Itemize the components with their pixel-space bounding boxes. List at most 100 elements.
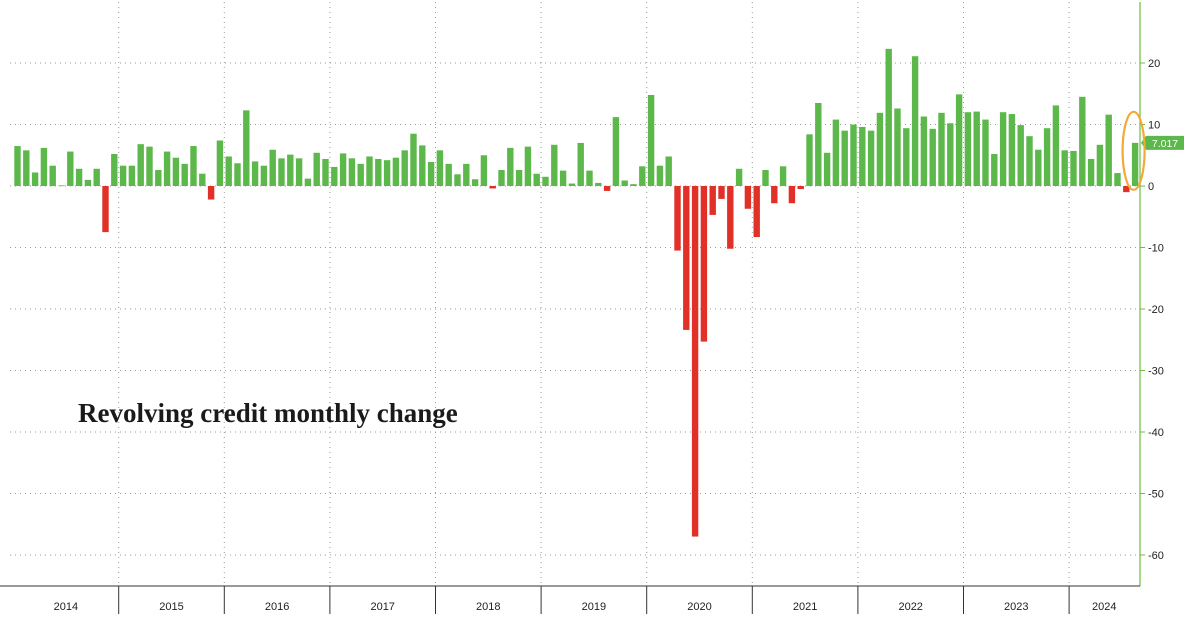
bar: [867, 130, 875, 186]
bar: [903, 128, 910, 186]
bar: [929, 128, 936, 186]
bar: [1026, 136, 1033, 186]
bar: [111, 154, 118, 186]
y-tick-label: -50: [1148, 489, 1164, 501]
bar: [859, 126, 866, 186]
bar: [234, 163, 241, 186]
bar: [260, 165, 268, 186]
bar: [40, 147, 48, 186]
bar: [999, 112, 1007, 186]
bar: [137, 144, 144, 186]
bar: [524, 146, 532, 186]
last-value-marker: 7.017: [1121, 110, 1184, 191]
bar: [850, 124, 857, 186]
bar: [876, 112, 884, 186]
bar: [216, 140, 224, 186]
bar: [93, 168, 100, 186]
bar: [797, 186, 804, 190]
x-year-label: 2018: [476, 601, 500, 613]
bar: [1070, 150, 1077, 186]
bar: [375, 158, 382, 186]
bar: [533, 173, 540, 186]
bar: [471, 179, 479, 186]
bar: [410, 133, 417, 186]
bar: [155, 170, 162, 186]
bar: [762, 170, 769, 186]
bar: [172, 157, 180, 186]
bar: [58, 185, 65, 187]
bar: [436, 150, 444, 186]
x-year-label: 2023: [1004, 601, 1028, 613]
bar: [656, 165, 664, 186]
bar: [955, 94, 963, 186]
bar: [31, 172, 39, 186]
last-value-text: 7.017: [1152, 138, 1178, 150]
x-year-label: 2024: [1092, 601, 1116, 613]
bar: [718, 186, 725, 199]
bar: [823, 152, 831, 186]
y-tick-label: -10: [1148, 243, 1164, 255]
bar: [639, 166, 646, 186]
bar: [665, 156, 672, 186]
bar: [621, 180, 628, 186]
bar: [885, 48, 892, 186]
bar: [727, 186, 734, 249]
bar: [419, 145, 426, 186]
bar: [243, 110, 250, 186]
bar: [357, 163, 364, 186]
bar: [1123, 186, 1130, 193]
y-tick-label: -60: [1148, 550, 1164, 562]
x-axis: 2014 2015 2016 2017 2018 2019 2020 2021 2022 2023…: [0, 585, 1140, 614]
highlight-ring: [1121, 110, 1146, 191]
bar: [49, 165, 56, 186]
bar: [339, 153, 347, 186]
grid-lines: [10, 2, 1140, 586]
bar: [753, 186, 760, 238]
y-tick-label: -30: [1148, 366, 1164, 378]
bar-series: [14, 48, 1139, 537]
bar: [1043, 128, 1051, 186]
bar: [1114, 173, 1121, 186]
bar: [445, 163, 452, 186]
x-year-label: 2015: [159, 601, 183, 613]
y-tick-label: 10: [1148, 120, 1160, 132]
bar: [691, 186, 699, 537]
bar: [1017, 125, 1024, 186]
y-axis: 20 10 0 -10 -20 -30 -40 -50 -60: [1139, 2, 1164, 586]
x-year-label: 2021: [793, 601, 817, 613]
bar: [119, 165, 127, 186]
bar: [815, 102, 822, 186]
bar: [700, 186, 708, 342]
bar: [463, 163, 470, 186]
bar: [489, 186, 496, 189]
bar: [647, 94, 655, 186]
bar: [128, 165, 136, 186]
bar: [1105, 114, 1112, 186]
bar: [23, 150, 30, 186]
bar: [568, 183, 576, 186]
bar: [982, 119, 989, 186]
bar: [383, 160, 391, 186]
y-tick-label: -20: [1148, 304, 1164, 316]
bar: [559, 170, 567, 187]
bar: [771, 186, 778, 204]
bar: [1052, 105, 1060, 186]
bar: [480, 155, 488, 186]
bar: [454, 174, 461, 186]
bar: [366, 156, 373, 186]
bar: [542, 176, 549, 186]
bar: [190, 146, 197, 186]
last-value-tag: [1141, 135, 1184, 150]
bar: [674, 186, 681, 251]
bar: [938, 112, 945, 186]
bar: [595, 182, 602, 186]
bar: [911, 56, 919, 187]
bar: [181, 163, 188, 186]
bar: [577, 142, 584, 186]
bar: [1079, 96, 1086, 186]
x-year-label: 2014: [54, 601, 78, 613]
bar: [683, 186, 690, 330]
y-tick-label: 20: [1148, 58, 1160, 70]
x-year-label: 2017: [370, 601, 394, 613]
bar: [832, 119, 840, 186]
